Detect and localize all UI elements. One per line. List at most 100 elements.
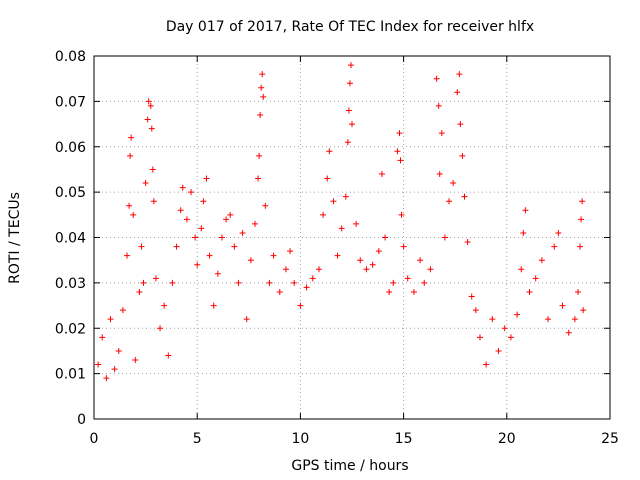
axis-ticks <box>93 55 611 420</box>
y-tick-label: 0.02 <box>55 321 86 337</box>
data-point <box>270 252 277 259</box>
data-point <box>192 234 199 241</box>
data-point <box>260 93 267 100</box>
data-point <box>346 80 353 87</box>
data-point <box>435 102 442 109</box>
data-point <box>522 207 529 214</box>
data-point <box>353 220 360 227</box>
data-point <box>575 288 582 295</box>
data-point <box>103 375 110 382</box>
data-point <box>251 220 258 227</box>
data-point <box>214 270 221 277</box>
x-tick-label: 0 <box>90 431 99 447</box>
data-point <box>369 261 376 268</box>
data-point <box>520 229 527 236</box>
data-point <box>390 279 397 286</box>
data-point <box>571 316 578 323</box>
data-point <box>145 98 152 105</box>
data-point <box>347 62 354 69</box>
data-point <box>457 121 464 128</box>
data-point <box>555 229 562 236</box>
x-tick-label: 10 <box>291 431 309 447</box>
data-point <box>454 89 461 96</box>
data-point <box>198 225 205 232</box>
data-point <box>276 288 283 295</box>
data-point <box>559 302 566 309</box>
data-point <box>461 193 468 200</box>
x-axis-label: GPS time / hours <box>291 458 408 474</box>
data-point <box>124 252 131 259</box>
data-point <box>526 288 533 295</box>
data-point <box>324 175 331 182</box>
y-tick-label: 0.08 <box>55 49 86 65</box>
data-point <box>188 189 195 196</box>
data-point <box>115 347 122 354</box>
data-point <box>450 180 457 187</box>
data-point <box>257 111 264 118</box>
data-point <box>128 134 135 141</box>
data-point <box>262 202 269 209</box>
data-point <box>441 234 448 241</box>
data-point <box>147 102 154 109</box>
data-point <box>255 175 262 182</box>
data-point <box>315 266 322 273</box>
data-point <box>183 216 190 223</box>
data-point <box>349 121 355 128</box>
data-point <box>111 366 118 373</box>
data-point <box>468 293 475 300</box>
data-point <box>206 252 213 259</box>
data-point <box>144 116 151 123</box>
data-point <box>394 148 401 155</box>
data-point <box>386 288 393 295</box>
data-point <box>303 284 310 291</box>
data-point <box>357 257 364 264</box>
data-point <box>363 266 370 273</box>
data-point <box>421 279 428 286</box>
data-point <box>161 302 168 309</box>
x-tick-label: 15 <box>395 431 413 447</box>
data-point <box>397 157 404 164</box>
grid-lines <box>94 56 610 419</box>
data-point <box>218 234 225 241</box>
data-point <box>256 152 263 159</box>
data-point <box>210 302 217 309</box>
data-point <box>200 198 207 205</box>
data-point <box>179 184 186 191</box>
data-point <box>287 248 294 255</box>
data-point <box>464 239 471 246</box>
y-tick-label: 0.04 <box>55 231 86 247</box>
plot-frame <box>93 55 611 420</box>
data-point <box>282 266 289 273</box>
data-point <box>95 361 102 368</box>
data-point <box>396 130 403 137</box>
data-point <box>157 325 164 332</box>
data-point <box>565 329 572 336</box>
data-point <box>545 316 552 323</box>
data-point <box>235 279 242 286</box>
x-tick-label: 25 <box>601 431 619 447</box>
data-point <box>436 170 443 177</box>
data-point <box>239 229 246 236</box>
data-point <box>501 325 508 332</box>
data-point <box>538 257 545 264</box>
data-point <box>152 275 159 282</box>
data-point <box>518 266 525 273</box>
data-point <box>577 243 584 250</box>
data-point <box>320 211 327 218</box>
data-point <box>427 266 434 273</box>
y-tick-label: 0.01 <box>55 367 86 383</box>
data-point <box>140 279 147 286</box>
data-point <box>231 243 238 250</box>
data-point <box>258 84 265 91</box>
data-point <box>579 198 586 205</box>
chart-title: Day 017 of 2017, Rate Of TEC Index for r… <box>166 19 534 35</box>
data-point <box>136 288 143 295</box>
y-tick-label: 0.05 <box>55 185 86 201</box>
y-axis-label: ROTI / TECUs <box>7 192 23 284</box>
x-tick-label: 20 <box>498 431 516 447</box>
data-point <box>148 125 155 132</box>
data-point <box>247 257 254 264</box>
data-point <box>291 279 298 286</box>
data-point <box>132 357 139 364</box>
data-point <box>169 279 176 286</box>
